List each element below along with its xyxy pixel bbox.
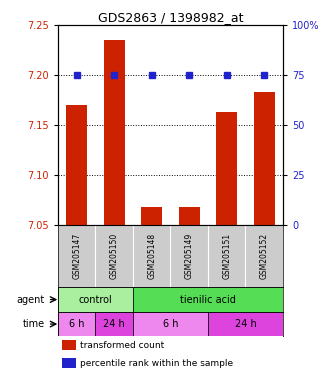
Text: GSM205150: GSM205150 (110, 233, 119, 279)
Bar (104, 40, 124, 225)
Text: tienilic acid: tienilic acid (180, 295, 236, 305)
Bar (133, 312, 208, 336)
Text: transformed count: transformed count (80, 341, 165, 349)
Title: GDS2863 / 1398982_at: GDS2863 / 1398982_at (98, 11, 243, 24)
Bar (179, 207, 200, 225)
Text: GSM205147: GSM205147 (72, 233, 81, 279)
Bar (208, 312, 283, 336)
Bar (141, 207, 162, 225)
Bar (95, 312, 133, 336)
Bar (63, 340, 76, 350)
Bar (58, 312, 95, 336)
Bar (254, 92, 274, 225)
Text: GSM205151: GSM205151 (222, 233, 231, 279)
Text: GSM205149: GSM205149 (185, 233, 194, 279)
Text: time: time (22, 319, 44, 329)
Bar (58, 287, 133, 312)
Text: 6 h: 6 h (69, 319, 84, 329)
Bar (133, 287, 283, 312)
Bar (216, 112, 237, 225)
Text: GSM205148: GSM205148 (147, 233, 156, 279)
Text: 24 h: 24 h (103, 319, 125, 329)
Text: control: control (78, 295, 112, 305)
Text: agent: agent (16, 295, 44, 305)
Bar (63, 358, 76, 368)
Bar (66, 105, 87, 225)
Text: 24 h: 24 h (235, 319, 257, 329)
Text: 6 h: 6 h (163, 319, 178, 329)
Text: GSM205152: GSM205152 (260, 233, 269, 279)
Text: percentile rank within the sample: percentile rank within the sample (80, 359, 234, 367)
